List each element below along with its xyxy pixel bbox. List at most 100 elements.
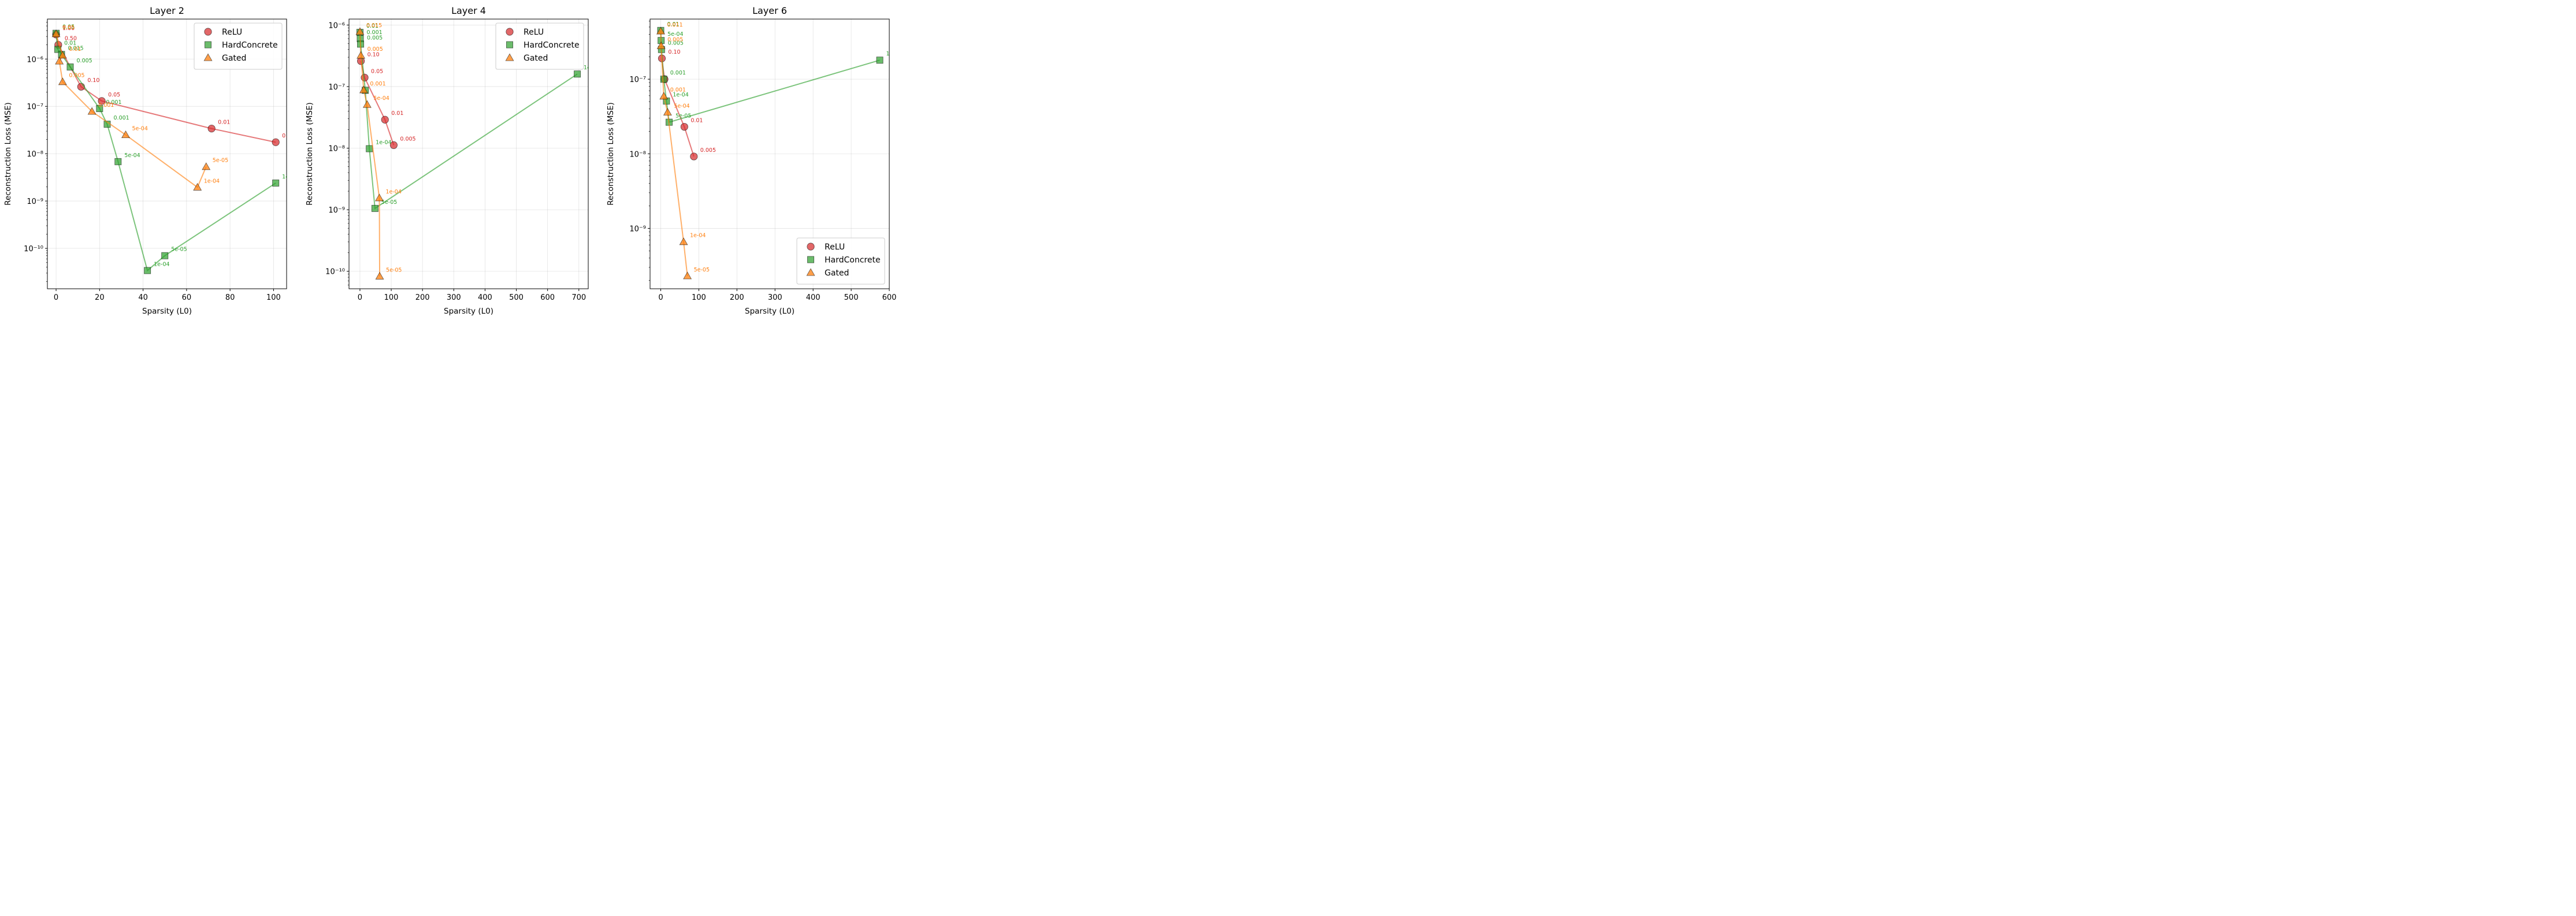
legend-box bbox=[194, 23, 283, 70]
data-label-hardconcrete: 0.001 bbox=[114, 115, 129, 121]
legend-box bbox=[796, 237, 885, 285]
legend-label-relu: ReLU bbox=[524, 28, 544, 37]
y-tick-label: 10⁻⁷ bbox=[27, 103, 43, 111]
legend-marker-hardconcrete bbox=[506, 41, 514, 49]
data-label-hardconcrete: 0.005 bbox=[77, 58, 92, 64]
panel-layer-4: 0 100 200 300 400 500 600 700 10⁻¹⁰ 10⁻⁹ 10⁻⁸ 10⁻⁷ 1… bbox=[305, 5, 589, 316]
data-label-gated: 5e-04 bbox=[373, 95, 389, 102]
data-label-hardconcrete: 5e-04 bbox=[667, 31, 683, 38]
y-axis-label: Reconstruction Loss (MSE) bbox=[3, 102, 13, 206]
chart-title: Layer 6 bbox=[752, 5, 787, 16]
x-tick-label: 200 bbox=[415, 293, 430, 302]
series-gated: 0.011 0.005 0.001 5e-04 1e-04 5e-05 bbox=[656, 22, 710, 280]
x-axis-label: Sparsity (L0) bbox=[142, 307, 192, 316]
data-label-relu: 0.01 bbox=[391, 110, 403, 117]
x-tick-label: 40 bbox=[138, 293, 148, 302]
legend-marker-relu bbox=[807, 243, 815, 251]
data-label-gated: 0.001 bbox=[98, 102, 114, 109]
data-label-hardconcrete: 1e-05 bbox=[886, 51, 902, 57]
data-point-hardconcrete bbox=[660, 76, 667, 83]
data-label-hardconcrete: 5e-05 bbox=[171, 247, 187, 253]
plot-frame bbox=[348, 18, 589, 289]
data-point-gated bbox=[58, 51, 67, 59]
data-label-relu: 1.00 bbox=[62, 25, 75, 32]
y-axis-label: Reconstruction Loss (MSE) bbox=[606, 102, 615, 206]
data-point-hardconcrete bbox=[371, 204, 378, 212]
data-label-gated: 0.005 bbox=[368, 46, 383, 53]
data-point-gated bbox=[663, 107, 672, 116]
data-label-hardconcrete: 0.001 bbox=[366, 29, 382, 36]
legend-label-hardconcrete: HardConcrete bbox=[825, 256, 881, 265]
series-hardconcrete: 0.050.010.0150.0050.0010.0015e-041e-045e… bbox=[53, 24, 287, 274]
legend-marker-hardconcrete bbox=[807, 256, 815, 263]
x-tick-label: 60 bbox=[182, 293, 192, 302]
data-point-relu bbox=[389, 141, 398, 149]
data-point-hardconcrete bbox=[96, 105, 103, 112]
x-tick-label: 80 bbox=[225, 293, 235, 302]
data-point-gated bbox=[357, 51, 366, 59]
data-point-gated bbox=[51, 29, 61, 38]
data-label-hardconcrete: 0.015 bbox=[68, 45, 83, 51]
data-label-hardconcrete: 0.01 bbox=[366, 23, 378, 29]
data-point-gated bbox=[656, 41, 666, 49]
y-axis-label: Reconstruction Loss (MSE) bbox=[305, 102, 314, 206]
data-point-relu bbox=[680, 122, 688, 131]
panel-layer-6: 0 100 200 300 400 500 600 10⁻⁹ 10⁻⁸ 10⁻⁷ Layer 6 Sp… bbox=[606, 5, 902, 316]
data-point-gated bbox=[355, 27, 365, 35]
data-point-gated bbox=[87, 107, 96, 115]
x-tick-label: 20 bbox=[95, 293, 105, 302]
y-tick-label: 10⁻⁷ bbox=[629, 76, 646, 84]
legend-label-relu: ReLU bbox=[222, 28, 242, 37]
x-tick-label: 0 bbox=[54, 293, 58, 302]
data-label-hardconcrete: 5e-04 bbox=[124, 152, 140, 159]
y-tick-label: 10⁻⁶ bbox=[328, 21, 345, 30]
data-point-hardconcrete bbox=[66, 63, 74, 70]
chart-title: Layer 4 bbox=[451, 5, 486, 16]
panel-layer-2: 0 20 40 60 80 100 10⁻¹⁰ 10⁻⁹ 10⁻⁸ 10⁻⁷ 10⁻⁶ Layer 2… bbox=[3, 5, 298, 316]
x-axis-label: Sparsity (L0) bbox=[745, 307, 795, 316]
data-label-gated: 5e-05 bbox=[386, 267, 402, 273]
data-point-relu bbox=[207, 124, 216, 133]
series-line-hardconcrete bbox=[660, 30, 880, 123]
legend-label-gated: Gated bbox=[825, 269, 849, 278]
x-tick-label: 600 bbox=[540, 293, 555, 302]
data-label-relu: 0.50 bbox=[65, 36, 77, 42]
data-label-gated: 0.005 bbox=[667, 36, 683, 43]
x-tick-label: 500 bbox=[844, 293, 859, 302]
chart-title: Layer 2 bbox=[150, 5, 184, 16]
x-tick-label: 100 bbox=[692, 293, 706, 302]
data-label-gated: 0.001 bbox=[670, 87, 686, 94]
data-label-hardconcrete: 5e-05 bbox=[381, 199, 397, 206]
data-label-hardconcrete: 1e-04 bbox=[154, 261, 169, 267]
data-label-relu: 0.05 bbox=[371, 68, 383, 75]
data-point-gated bbox=[121, 130, 130, 139]
data-label-relu: 0.005 bbox=[282, 133, 298, 139]
legend-marker-gated bbox=[203, 53, 213, 61]
data-label-gated: 5e-04 bbox=[674, 103, 689, 109]
data-label-relu: 0.01 bbox=[218, 120, 230, 126]
data-label-gated: 0.015 bbox=[366, 23, 382, 29]
x-tick-label: 500 bbox=[509, 293, 524, 302]
data-label-gated: 1e-04 bbox=[204, 178, 220, 184]
data-point-gated bbox=[362, 100, 372, 108]
x-tick-label: 300 bbox=[768, 293, 782, 302]
legend: ReLU HardConcrete Gated bbox=[796, 237, 885, 285]
data-point-hardconcrete bbox=[876, 57, 884, 64]
legend: ReLU HardConcrete Gated bbox=[495, 23, 584, 70]
y-tick-label: 10⁻¹⁰ bbox=[325, 268, 345, 277]
data-label-relu: 0.01 bbox=[691, 118, 703, 124]
data-label-gated: 5e-05 bbox=[213, 158, 228, 164]
data-label-gated: 5e-05 bbox=[694, 267, 710, 273]
x-tick-label: 400 bbox=[806, 293, 821, 302]
data-point-relu bbox=[381, 116, 389, 124]
data-point-gated bbox=[202, 162, 211, 170]
data-label-relu: 0.10 bbox=[87, 77, 99, 84]
data-point-gated bbox=[359, 85, 368, 94]
x-tick-label: 300 bbox=[447, 293, 461, 302]
legend: ReLU HardConcrete Gated bbox=[194, 23, 283, 70]
legend-label-relu: ReLU bbox=[825, 243, 845, 252]
legend-marker-hardconcrete bbox=[204, 41, 211, 49]
x-tick-label: 700 bbox=[571, 293, 586, 302]
data-label-gated: 0.005 bbox=[69, 73, 84, 79]
